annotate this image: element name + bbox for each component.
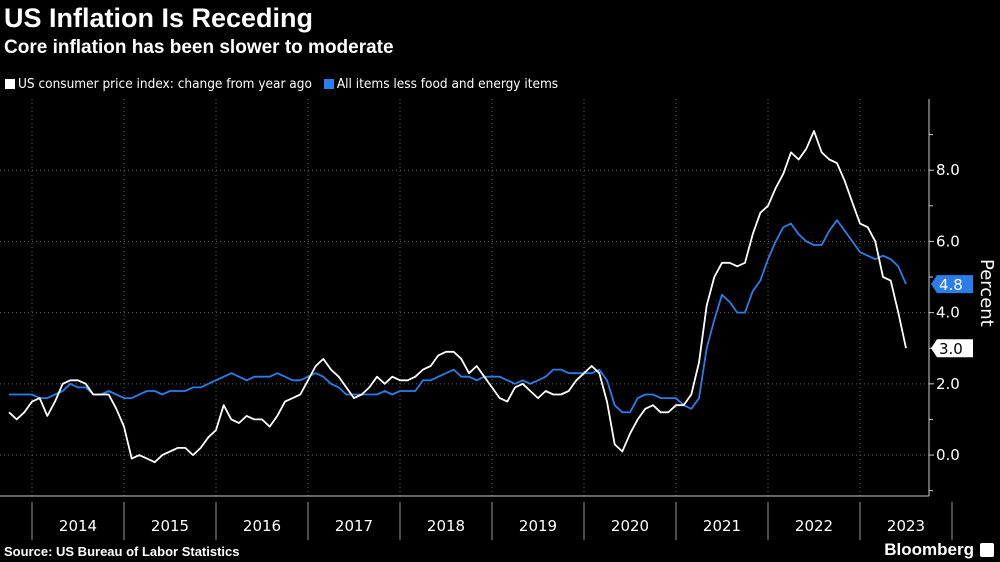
x-tick-label: 2019 [519, 517, 557, 535]
source-note: Source: US Bureau of Labor Statistics [4, 544, 240, 559]
end-label-core-bg [931, 275, 973, 294]
chart-icon [980, 543, 994, 557]
x-tick-label: 2017 [335, 517, 373, 535]
legend-label-cpi: US consumer price index: change from yea… [18, 76, 312, 92]
x-tick-label: 2015 [151, 517, 189, 535]
legend-item-cpi: US consumer price index: change from yea… [5, 76, 312, 92]
end-label-cpi-bg [931, 339, 973, 358]
x-tick-label: 2021 [703, 517, 741, 535]
y-tick-label: 2.0 [936, 375, 960, 393]
chart-title: US Inflation Is Receding [4, 3, 314, 33]
end-label-cpi: 3.0 [939, 340, 963, 358]
end-label-core: 4.8 [939, 276, 963, 294]
legend-swatch-cpi [5, 79, 15, 89]
series-line-core [9, 219, 907, 414]
chart-subtitle: Core inflation has been slower to modera… [4, 37, 394, 58]
y-tick-label: 4.0 [936, 304, 960, 322]
y-tick-label: 8.0 [936, 161, 960, 179]
series-line-cpi [8, 130, 907, 464]
x-tick-label: 2022 [795, 517, 833, 535]
legend-item-core: All items less food and energy items [323, 76, 559, 92]
legend-swatch-core [323, 79, 334, 89]
y-axis-label: Percent [976, 259, 997, 327]
legend: US consumer price index: change from yea… [5, 76, 558, 92]
x-tick-label: 2018 [427, 517, 465, 535]
y-tick-label: 6.0 [936, 232, 960, 250]
y-tick-label: 0.0 [936, 446, 960, 464]
x-tick-label: 2016 [243, 517, 281, 535]
x-tick-label: 2023 [887, 517, 925, 535]
x-tick-label: 2020 [611, 517, 649, 535]
legend-label-core: All items less food and energy items [336, 76, 559, 92]
x-tick-label: 2014 [59, 517, 97, 535]
bloomberg-logo: Bloomberg [884, 540, 974, 559]
